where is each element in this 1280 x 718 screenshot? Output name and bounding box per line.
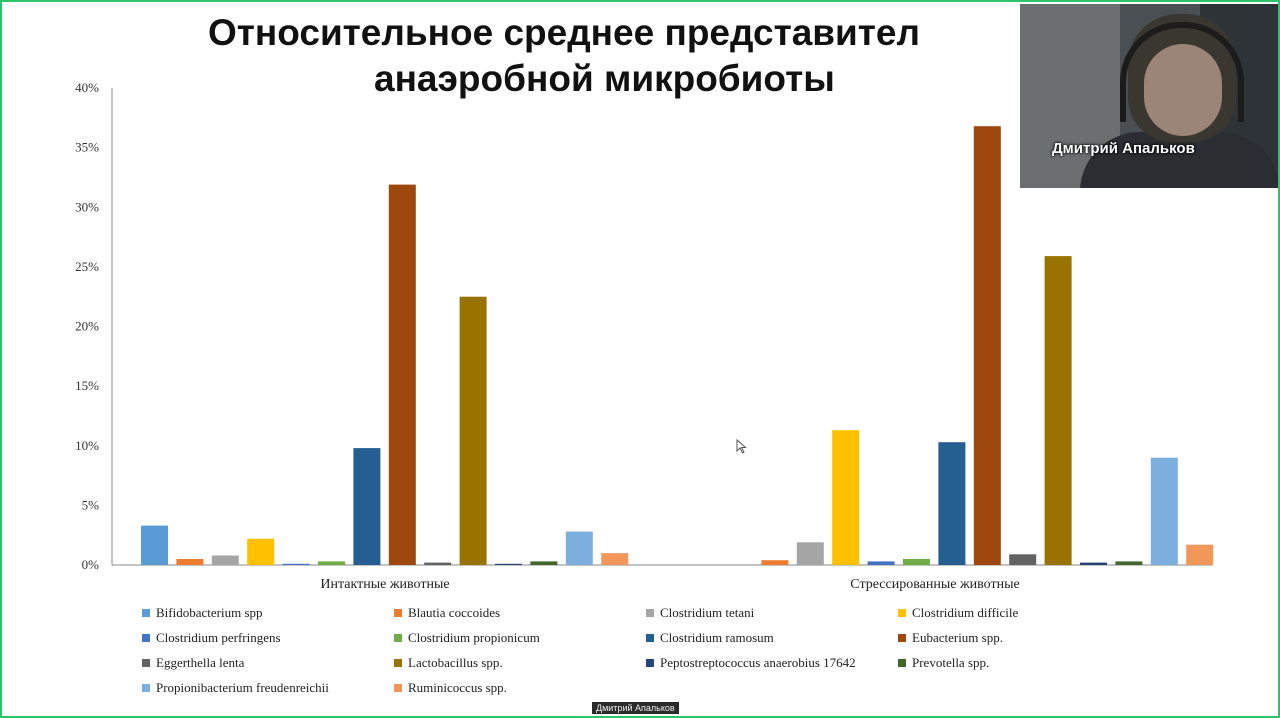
- bar: [938, 442, 966, 565]
- legend-swatch: [394, 659, 402, 667]
- legend-label: Peptostreptococcus anaerobius 17642: [660, 655, 856, 670]
- legend-swatch: [646, 634, 654, 642]
- y-tick-label: 15%: [75, 378, 99, 393]
- legend-swatch: [646, 609, 654, 617]
- legend-item: Bifidobacterium spp: [142, 605, 263, 621]
- legend-label: Ruminicoccus spp.: [408, 680, 507, 695]
- slide-title-line-1: Относительное среднее представител: [208, 12, 920, 53]
- y-tick-label: 20%: [75, 319, 99, 334]
- legend-item: Eggerthella lenta: [142, 655, 244, 671]
- bar: [1186, 544, 1214, 565]
- legend-swatch: [142, 609, 150, 617]
- legend-item: Clostridium ramosum: [646, 630, 774, 646]
- bar: [211, 555, 239, 565]
- legend-swatch: [394, 634, 402, 642]
- legend-label: Clostridium difficile: [912, 605, 1019, 620]
- legend-label: Eggerthella lenta: [156, 655, 245, 670]
- legend-swatch: [142, 684, 150, 692]
- bar: [903, 559, 930, 565]
- bar: [1044, 256, 1072, 565]
- legend-item: Eubacterium spp.: [898, 630, 1003, 646]
- legend-label: Lactobacillus spp.: [408, 655, 503, 670]
- y-tick-label: 30%: [75, 199, 99, 214]
- legend-label: Clostridium tetani: [660, 605, 755, 620]
- legend-label: Blautia coccoides: [408, 605, 501, 620]
- bar: [388, 184, 416, 565]
- bar: [247, 538, 275, 565]
- bar: [353, 448, 381, 565]
- legend-swatch: [394, 684, 402, 692]
- legend-item: Clostridium difficile: [898, 605, 1018, 621]
- bar: [601, 553, 629, 565]
- bar: [1115, 561, 1143, 565]
- y-tick-label: 25%: [75, 259, 99, 274]
- y-tick-label: 35%: [75, 140, 99, 155]
- bar: [1150, 457, 1178, 565]
- legend-swatch: [142, 634, 150, 642]
- bar: [832, 430, 860, 565]
- legend-swatch: [898, 634, 906, 642]
- legend-swatch: [646, 659, 654, 667]
- legend-item: Peptostreptococcus anaerobius 17642: [646, 655, 856, 671]
- legend-label: Clostridium propionicum: [408, 630, 540, 645]
- y-tick-label: 40%: [75, 80, 99, 95]
- y-tick-label: 10%: [75, 438, 99, 453]
- legend-item: Propionibacterium freudenreichii: [142, 680, 329, 696]
- bar: [176, 559, 204, 565]
- bar: [761, 560, 789, 565]
- legend-label: Bifidobacterium spp: [156, 605, 263, 620]
- slide-title-line-2: анаэробной микробиоты: [374, 58, 835, 99]
- headphones-icon: [1120, 22, 1244, 122]
- legend-item: Ruminicoccus spp.: [394, 680, 507, 696]
- bar: [141, 525, 168, 565]
- bar: [282, 563, 310, 565]
- legend-item: Prevotella spp.: [898, 655, 989, 671]
- legend-item: Lactobacillus spp.: [394, 655, 503, 671]
- bar: [495, 563, 522, 565]
- legend-item: Clostridium perfringens: [142, 630, 281, 646]
- legend-swatch: [394, 609, 402, 617]
- bar: [973, 126, 1001, 565]
- legend-swatch: [142, 659, 150, 667]
- bar: [565, 531, 593, 565]
- speaker-name-tag: Дмитрий Апальков: [592, 702, 679, 714]
- bar-chart: 0% 5% 10% 15% 20% 25% 30% 35% 40% Интактные живо…: [75, 80, 1214, 592]
- legend-item: Clostridium tetani: [646, 605, 754, 621]
- category-label: Стрессированные животные: [850, 577, 1019, 592]
- legend-label: Clostridium ramosum: [660, 630, 774, 645]
- bar: [530, 561, 558, 565]
- y-tick-label: 5%: [82, 497, 100, 512]
- legend-item: Blautia coccoides: [394, 605, 500, 621]
- bar: [796, 542, 824, 565]
- bar: [318, 561, 345, 565]
- mouse-cursor-icon: [736, 439, 747, 454]
- legend-swatch: [898, 609, 906, 617]
- bar: [1009, 554, 1037, 565]
- participant-name-label: Дмитрий Апальков: [1052, 140, 1195, 157]
- legend-label: Clostridium perfringens: [156, 630, 281, 645]
- legend-swatch: [898, 659, 906, 667]
- bar: [1080, 562, 1107, 565]
- bar: [459, 296, 487, 565]
- bar: [424, 562, 452, 565]
- category-label: Интактные животные: [320, 577, 449, 592]
- bar: [867, 561, 895, 565]
- legend-label: Prevotella spp.: [912, 655, 990, 670]
- y-tick-label: 0%: [82, 557, 100, 572]
- legend-item: Clostridium propionicum: [394, 630, 540, 646]
- legend-label: Propionibacterium freudenreichii: [156, 680, 329, 695]
- legend-label: Eubacterium spp.: [912, 630, 1003, 645]
- participant-video-tile[interactable]: Дмитрий Апальков: [1018, 4, 1278, 190]
